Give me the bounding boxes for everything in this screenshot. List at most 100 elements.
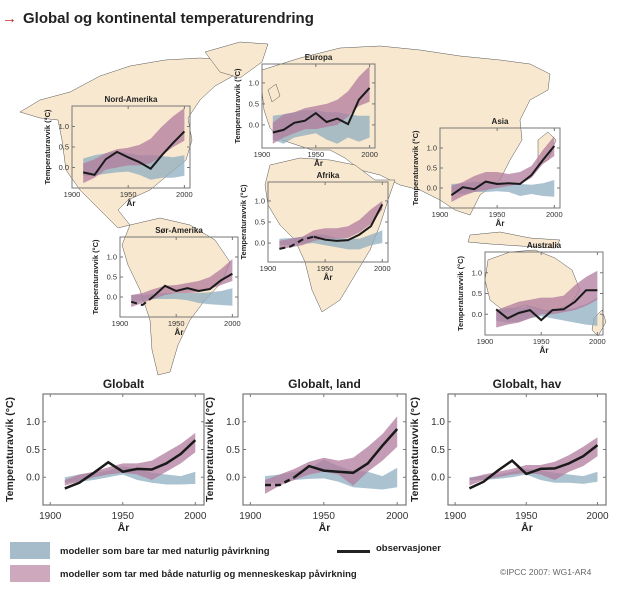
x-tick-label: 1900 bbox=[477, 337, 494, 346]
x-tick-label: 2000 bbox=[176, 190, 193, 199]
y-axis-label: Temperaturavvik (°C) bbox=[456, 256, 465, 331]
x-tick-label: 1900 bbox=[239, 511, 262, 522]
panel-title: Globalt, hav bbox=[493, 377, 562, 391]
x-tick-label: 1950 bbox=[489, 210, 506, 219]
panel-title: Australia bbox=[527, 241, 562, 250]
legend-label-combined: modeller som tar med både naturlig og me… bbox=[60, 569, 357, 580]
panel-sør-amerika: Sør-Amerika 1900 1950 2000 0.0 0.5 1.0 År Temper… bbox=[91, 226, 241, 337]
y-tick-label: 1.0 bbox=[431, 417, 445, 428]
y-tick-label: 1.0 bbox=[249, 78, 259, 87]
y-tick-label: 0.5 bbox=[255, 218, 265, 227]
observed-line bbox=[272, 87, 371, 134]
x-tick-label: 1950 bbox=[515, 511, 538, 522]
legend-label-observed: observasjoner bbox=[376, 543, 441, 554]
combined-band bbox=[279, 200, 383, 250]
y-axis-label: Temperaturavvik (°C) bbox=[239, 184, 248, 259]
x-tick-label: 1950 bbox=[168, 319, 185, 328]
panel-title: Europa bbox=[305, 53, 333, 62]
x-tick-label: 2000 bbox=[361, 150, 378, 159]
x-axis-label: År bbox=[324, 273, 333, 282]
y-tick-label: 0.0 bbox=[431, 473, 445, 484]
x-tick-label: 1950 bbox=[112, 511, 135, 522]
x-axis-label: År bbox=[175, 328, 184, 337]
x-tick-label: 1950 bbox=[313, 511, 336, 522]
natural-band bbox=[131, 288, 233, 306]
x-tick-label: 1950 bbox=[533, 337, 550, 346]
x-tick-label: 2000 bbox=[224, 319, 241, 328]
land-indonesia bbox=[467, 231, 561, 249]
combined-band bbox=[451, 136, 555, 202]
title-text: Global og kontinental temperaturendring bbox=[23, 10, 314, 27]
x-axis-label: År bbox=[314, 159, 323, 168]
x-tick-label: 1900 bbox=[260, 264, 277, 273]
x-tick-label: 1950 bbox=[317, 264, 334, 273]
panel-globalt: Globalt 1900 1950 2000 0.0 0.5 1.0 År Temperatur… bbox=[4, 377, 207, 534]
combined-band bbox=[83, 108, 185, 184]
observed-line-dashed bbox=[265, 476, 295, 487]
observed-line-dashed bbox=[279, 235, 314, 250]
observed-line bbox=[468, 444, 599, 490]
y-tick-label: 0.5 bbox=[472, 289, 482, 298]
y-tick-label: 0.5 bbox=[107, 273, 117, 282]
credit-text: ©IPCC 2007: WG1-AR4 bbox=[500, 567, 592, 577]
x-tick-label: 2000 bbox=[184, 511, 207, 522]
combined-band bbox=[131, 259, 233, 307]
legend-swatch-combined bbox=[10, 565, 50, 582]
combined-band bbox=[469, 437, 598, 486]
y-tick-label: 0.5 bbox=[226, 445, 240, 456]
observed-line bbox=[64, 439, 197, 490]
panel-australia: Australia 1900 1950 2000 0.0 0.5 1.0 År Temperat… bbox=[456, 241, 606, 355]
land-uk bbox=[267, 83, 281, 103]
y-axis-label: Temperaturavvik (°C) bbox=[43, 109, 52, 184]
x-tick-label: 1900 bbox=[254, 150, 271, 159]
x-tick-label: 1900 bbox=[444, 511, 467, 522]
natural-band bbox=[469, 468, 598, 484]
legend-swatch-natural bbox=[10, 542, 50, 559]
x-tick-label: 1900 bbox=[112, 319, 129, 328]
chart-panels: Nord-Amerika 1900 1950 2000 0.0 0.5 1.0 År Tempe… bbox=[4, 53, 609, 534]
x-tick-label: 1900 bbox=[432, 210, 449, 219]
y-tick-label: 1.0 bbox=[59, 122, 69, 131]
x-tick-label: 1900 bbox=[39, 511, 62, 522]
x-tick-label: 1950 bbox=[120, 190, 137, 199]
y-axis-label: Temperaturavvik (°C) bbox=[409, 397, 421, 502]
x-axis-label: År bbox=[540, 346, 549, 355]
observed-line-dashed bbox=[130, 295, 155, 307]
plot-frame bbox=[261, 63, 376, 149]
panel-title: Asia bbox=[492, 117, 509, 126]
natural-band bbox=[265, 459, 398, 490]
panel-title: Sør-Amerika bbox=[155, 226, 203, 235]
observed-line bbox=[495, 289, 598, 322]
x-tick-label: 2000 bbox=[589, 337, 606, 346]
x-axis-label: År bbox=[496, 219, 505, 228]
combined-band bbox=[272, 66, 370, 144]
y-tick-label: 0.0 bbox=[107, 293, 117, 302]
panel-globalt-hav: Globalt, hav 1900 1950 2000 0.0 0.5 1.0 År Tempe… bbox=[409, 377, 609, 534]
y-tick-label: 0.0 bbox=[249, 120, 259, 129]
x-tick-label: 2000 bbox=[374, 264, 391, 273]
x-tick-label: 2000 bbox=[586, 511, 609, 522]
panel-nord-amerika: Nord-Amerika 1900 1950 2000 0.0 0.5 1.0 År Tempe… bbox=[43, 95, 193, 208]
observed-line bbox=[153, 272, 233, 297]
y-axis-label: Temperaturavvik (°C) bbox=[91, 239, 100, 314]
panel-title: Globalt, land bbox=[288, 377, 361, 391]
y-tick-label: 0.0 bbox=[472, 310, 482, 319]
y-tick-label: 0.0 bbox=[255, 239, 265, 248]
y-tick-label: 0.0 bbox=[59, 163, 69, 172]
legend-label-natural: modeller som bare tar med naturlig påvir… bbox=[60, 546, 270, 557]
y-tick-label: 0.0 bbox=[427, 184, 437, 193]
land-north-america bbox=[19, 57, 241, 229]
y-tick-label: 1.0 bbox=[107, 253, 117, 262]
y-tick-label: 1.0 bbox=[26, 417, 40, 428]
panel-title: Nord-Amerika bbox=[105, 95, 158, 104]
panel-europa: Europa 1900 1950 2000 0.0 0.5 1.0 År Temperatura… bbox=[233, 53, 378, 168]
x-tick-label: 1900 bbox=[64, 190, 81, 199]
x-tick-label: 2000 bbox=[546, 210, 563, 219]
y-tick-label: 1.0 bbox=[226, 417, 240, 428]
land-eurasia bbox=[261, 45, 551, 216]
arrow-right-icon: → bbox=[2, 10, 17, 27]
y-axis-label: Temperaturavvik (°C) bbox=[204, 397, 216, 502]
combined-band bbox=[64, 432, 196, 486]
y-tick-label: 0.5 bbox=[59, 143, 69, 152]
